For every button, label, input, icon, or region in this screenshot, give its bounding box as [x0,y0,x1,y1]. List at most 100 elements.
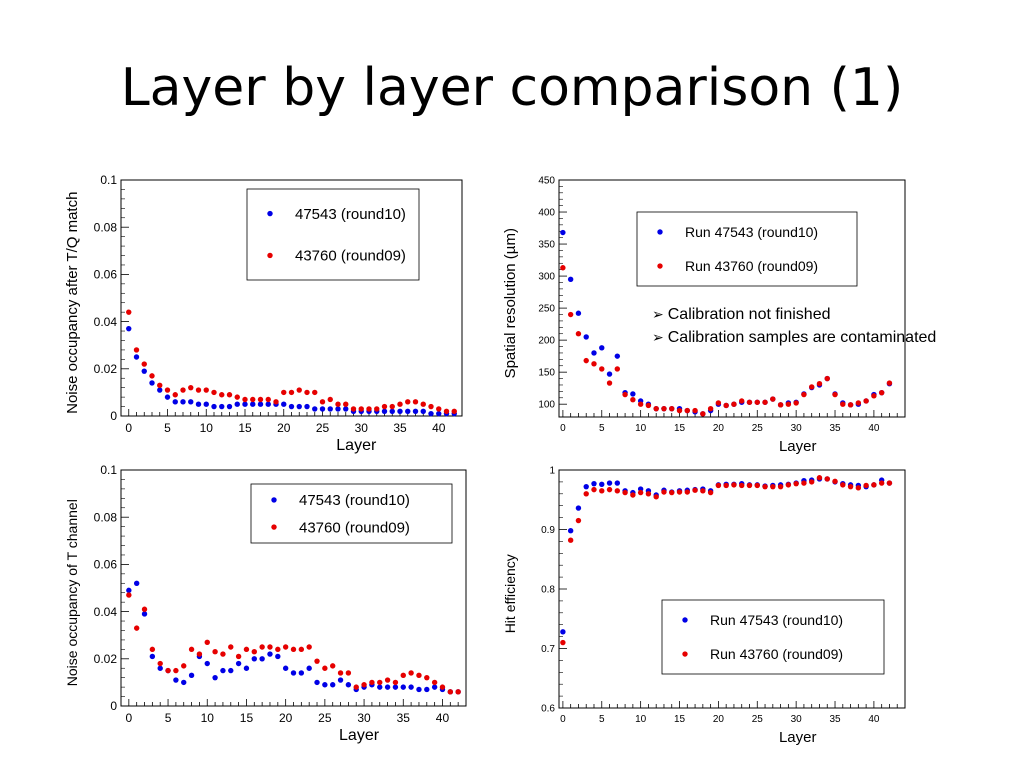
data-point [298,646,305,653]
x-tick-label: 25 [752,423,764,434]
legend-marker [657,229,663,235]
data-point [723,482,729,489]
data-point [746,399,753,405]
data-point [816,380,823,387]
data-point [337,670,344,676]
data-point [723,402,729,409]
data-point [412,399,419,405]
x-tick-label: 10 [201,711,215,725]
data-point [195,401,202,407]
data-point [606,380,613,386]
x-tick-label: 15 [238,421,252,435]
data-point [622,489,628,496]
data-point [242,396,248,403]
data-point [400,672,406,679]
data-point [397,408,403,414]
legend-label: Run 47543 (round10) [685,224,818,240]
data-point [785,482,792,488]
data-point [126,592,132,598]
note-item: ➢ Calibration not finished [652,303,936,326]
data-point [257,401,264,407]
data-point [575,310,582,316]
data-point [133,354,140,360]
data-point [645,402,652,409]
data-point [614,353,621,359]
y-tick-label: 0.1 [100,463,117,477]
data-point [275,646,281,653]
data-point [591,486,597,493]
data-point [242,401,248,407]
data-point [591,480,597,487]
data-point [591,361,597,367]
data-point [878,389,885,396]
data-point [312,389,318,396]
x-tick-label: 0 [125,421,132,435]
data-point [567,537,574,543]
legend-label: Run 47543 (round10) [710,612,843,628]
data-point [785,401,792,407]
data-point [700,411,706,417]
data-point [181,679,187,686]
data-point [257,396,264,403]
data-point [832,478,838,485]
calibration-notes: ➢ Calibration not finished ➢ Calibration… [652,303,936,349]
x-tick-label: 15 [240,711,254,725]
x-tick-label: 25 [318,711,332,725]
data-point [808,384,815,390]
data-point [855,485,862,491]
data-point [212,649,218,655]
data-point [420,408,426,414]
y-axis-label: Hit efficiency [502,554,518,633]
data-point [567,527,574,534]
data-point [157,382,163,389]
data-point [228,667,234,674]
legend-marker [657,263,663,269]
data-point [731,482,737,488]
data-point [847,402,854,408]
data-point [172,392,178,398]
data-point [599,488,605,494]
data-point [692,407,698,414]
data-point [560,229,566,236]
data-point [808,479,815,485]
data-point [281,401,287,407]
data-point [369,679,375,686]
y-tick-label: 150 [538,368,555,379]
legend-marker [271,524,277,530]
data-point [335,406,341,412]
data-point [243,646,250,653]
data-point [762,483,768,490]
legend-label: 47543 (round10) [299,492,410,509]
data-point [606,486,613,493]
data-point [832,391,838,398]
data-point [306,644,312,650]
data-point [327,396,333,403]
data-point [762,399,768,405]
note-text: Calibration samples are contaminated [667,329,937,346]
data-point [715,482,722,489]
data-point [599,345,605,351]
data-point [243,665,250,671]
data-point [226,392,233,398]
data-point [322,682,328,688]
x-tick-label: 30 [791,714,803,725]
data-point [188,646,195,653]
data-point [164,394,171,400]
data-point [149,646,156,653]
x-tick-label: 0 [125,711,132,725]
x-axis-label: Layer [339,727,380,744]
x-tick-label: 30 [791,423,803,434]
data-point [306,665,312,671]
data-point [251,656,257,662]
data-point [560,265,566,271]
data-point [273,399,279,405]
data-point [314,679,320,686]
x-tick-label: 20 [279,711,293,725]
data-point [235,660,242,667]
data-point [408,684,414,690]
data-point [583,491,589,497]
chart-hit-efficiency: 0 5 10 15 20 25 30 35 40 0.6 0.7 0.8 0.9 1 Layer Hit ef… [502,466,906,746]
data-point [424,674,430,681]
y-tick-label: 300 [538,272,555,283]
legend-box [661,599,885,675]
